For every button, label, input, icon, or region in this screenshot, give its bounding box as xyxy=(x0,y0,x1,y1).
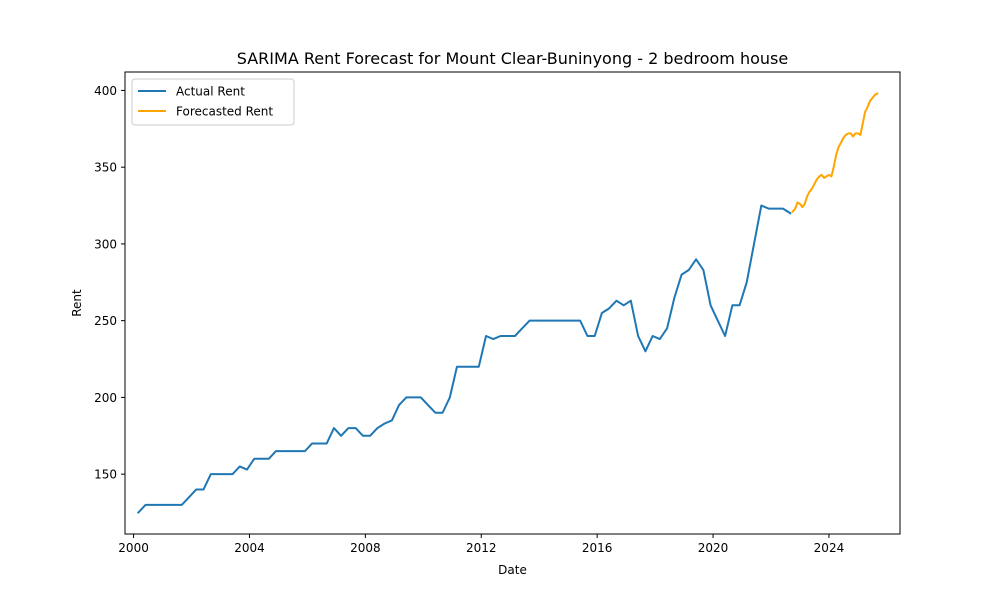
legend-box xyxy=(131,78,295,126)
plot-area xyxy=(125,72,900,534)
y-tick-label: 400 xyxy=(94,84,117,98)
x-tick-label: 2016 xyxy=(582,541,613,555)
y-tick-label: 300 xyxy=(94,237,117,251)
y-axis: 150 200 250 300 350 400 xyxy=(94,84,125,482)
x-axis: 2000 2004 2008 2012 2016 2020 2024 xyxy=(118,534,844,555)
y-tick-label: 200 xyxy=(94,391,117,405)
x-tick-label: 2008 xyxy=(350,541,381,555)
legend: Actual Rent Forecasted Rent xyxy=(131,78,295,126)
x-tick-label: 2004 xyxy=(234,541,265,555)
y-tick-label: 350 xyxy=(94,161,117,175)
y-tick-label: 250 xyxy=(94,314,117,328)
series-lines xyxy=(136,92,879,514)
y-tick-label: 150 xyxy=(94,468,117,482)
series-line-actual-rent xyxy=(136,204,792,514)
x-tick-label: 2020 xyxy=(698,541,729,555)
x-tick-label: 2024 xyxy=(814,541,845,555)
x-axis-label: Date xyxy=(498,563,527,577)
legend-label-actual: Actual Rent xyxy=(176,85,245,99)
chart-title: SARIMA Rent Forecast for Mount Clear-Bun… xyxy=(237,49,788,68)
x-tick-label: 2012 xyxy=(466,541,497,555)
y-axis-label: Rent xyxy=(70,289,84,317)
x-tick-label: 2000 xyxy=(118,541,149,555)
legend-label-forecast: Forecasted Rent xyxy=(176,105,273,119)
plot-frame xyxy=(124,71,901,535)
series-line-forecasted-rent xyxy=(791,92,879,214)
